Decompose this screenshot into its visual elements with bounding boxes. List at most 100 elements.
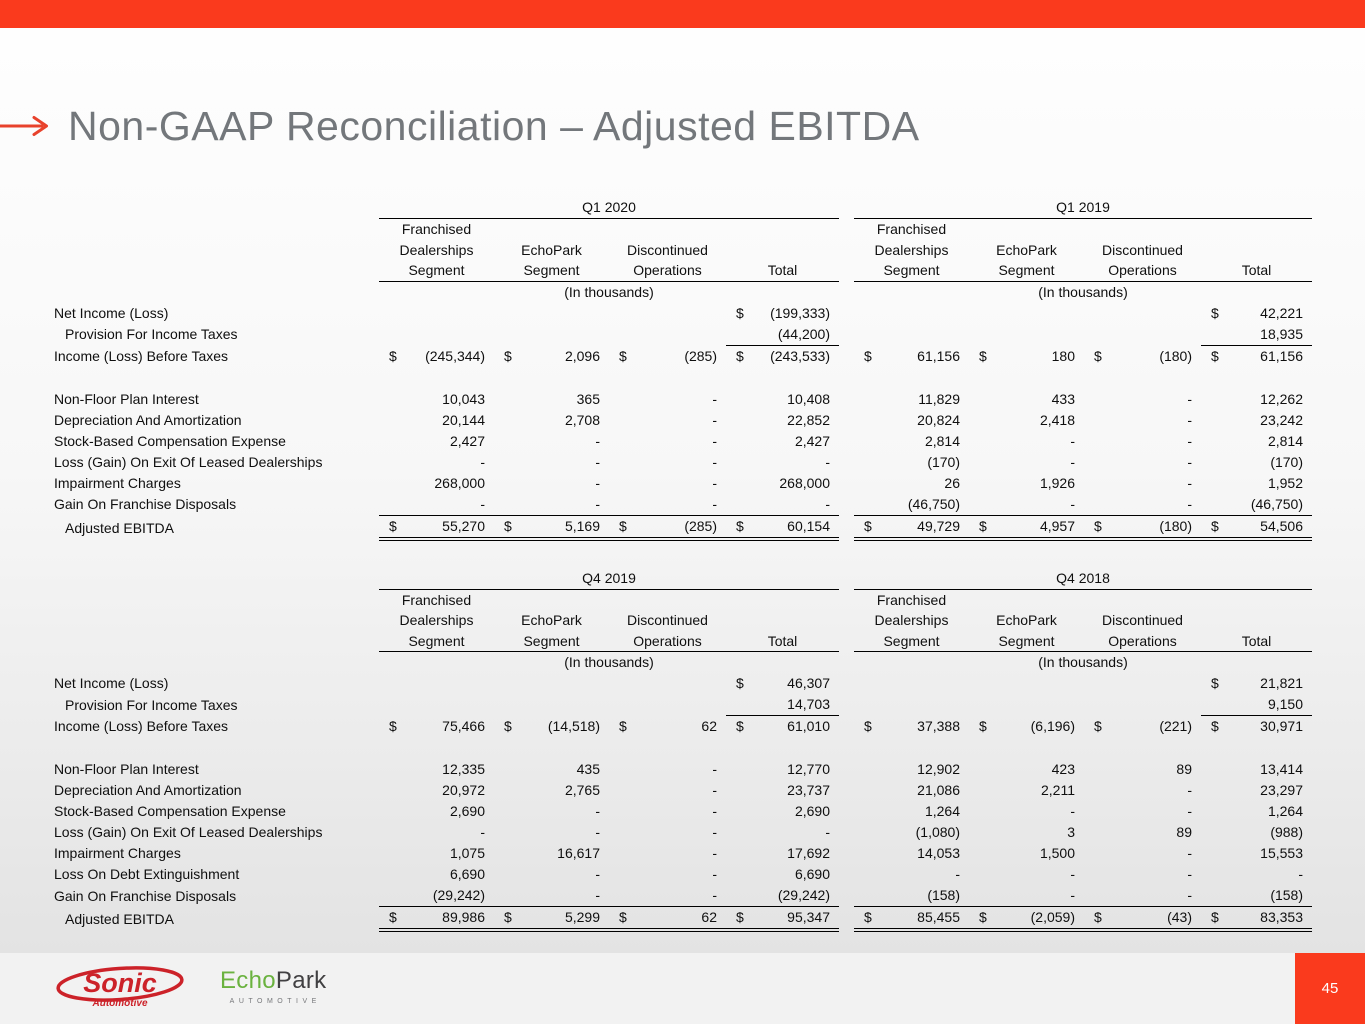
table-cell (854, 673, 969, 694)
cell-value: - (825, 453, 830, 470)
table-cell: $180 (969, 345, 1084, 367)
segment-header-line: Operations (633, 632, 702, 649)
cell-value: 1,264 (924, 803, 960, 819)
cell-content: 23,242 (1201, 410, 1312, 431)
cell-content: - (609, 843, 726, 864)
cell-value: 22,852 (787, 411, 830, 428)
segment-header-line: Total (767, 632, 798, 649)
cell-value: (170) (1270, 453, 1303, 470)
table-cell: - (609, 885, 726, 907)
table-cell: 2,765 (494, 780, 609, 801)
row-label: Adjusted EBITDA (65, 519, 174, 536)
table-row: Provision For Income Taxes (44,200) 18,935 (54, 323, 1312, 346)
cell-content: 423 (969, 759, 1084, 780)
cell-content: - (1201, 864, 1312, 885)
table-cell: 423 (969, 759, 1084, 780)
page-number-box: 45 (1295, 953, 1365, 1024)
cell-content: 14,053 (854, 843, 969, 864)
table-cell: 23,297 (1201, 780, 1312, 801)
table-cell: $ (243,533) (726, 345, 839, 367)
cell-value: 30,971 (1260, 718, 1303, 734)
cell-value: 435 (576, 761, 600, 777)
table-cell: $ (285) (609, 345, 726, 367)
table-cell (854, 303, 969, 324)
cell-content: - (609, 389, 726, 410)
table-cell: $ (43) (1084, 906, 1201, 932)
cell-value: 89 (1176, 761, 1192, 777)
group-gap (839, 885, 854, 907)
cell-content: $89,986 (379, 907, 494, 928)
currency-symbol: $ (1211, 909, 1219, 925)
cell-value: 4,957 (1039, 517, 1075, 534)
group-gap (839, 864, 854, 885)
segment-header: Franchised Dealerships Segment (854, 218, 969, 282)
cell-value: 49,729 (917, 517, 960, 534)
cell-value: 23,737 (787, 782, 830, 798)
row-label-spacer (54, 196, 379, 219)
cell-value: - (1187, 474, 1192, 491)
cell-content: 23,737 (726, 780, 839, 801)
table-cell: 12,335 (379, 759, 494, 780)
cell-value: 89,986 (442, 909, 485, 925)
cell-value: - (1187, 845, 1192, 861)
cell-content: 1,926 (969, 473, 1084, 494)
cell-content: 12,335 (379, 759, 494, 780)
cell-content: 18,935 (1201, 324, 1312, 345)
cell-value: - (1070, 887, 1075, 903)
cell-content: $ (243,533) (726, 346, 839, 367)
spacer-cell (54, 367, 1312, 389)
table-cell: 20,144 (379, 410, 494, 431)
cell-content: (158) (854, 885, 969, 906)
table-cell: $ (6,196) (969, 716, 1084, 738)
table-cell: $85,455 (854, 906, 969, 932)
table-cell (494, 324, 609, 346)
table-cell (854, 324, 969, 346)
cell-content: 26 (854, 473, 969, 494)
table-cell: $42,221 (1201, 303, 1312, 324)
currency-symbol: $ (864, 517, 872, 534)
cell-value: - (1187, 803, 1192, 819)
segment-header-line: Operations (1108, 632, 1177, 649)
cell-content: (158) (1201, 885, 1312, 906)
footer: Sonic Automotive EchoPark AUTOMOTIVE 45 (0, 953, 1365, 1024)
cell-value: - (712, 803, 717, 819)
segment-header-row: Franchised Dealerships Segment EchoPark Segm… (54, 589, 1312, 652)
echopark-automotive-logo: EchoPark AUTOMOTIVE (220, 968, 326, 1006)
sonic-logo-text: Sonic (83, 968, 157, 998)
currency-symbol: $ (504, 909, 512, 925)
cell-content: - (1084, 431, 1201, 452)
cell-value: - (1187, 866, 1192, 882)
slide-body: Non-GAAP Reconciliation – Adjusted EBITD… (0, 28, 1365, 953)
table-cell: 1,926 (969, 473, 1084, 494)
segment-header-line: EchoPark (521, 612, 582, 628)
table-cell: - (609, 780, 726, 801)
segment-header-line: Segment (998, 262, 1055, 278)
cell-value: - (712, 411, 717, 428)
cell-content: (170) (854, 452, 969, 473)
cell-content: - (969, 431, 1084, 452)
row-label: Gain On Franchise Disposals (54, 496, 237, 512)
cell-content: $60,154 (726, 516, 839, 537)
table-cell (854, 694, 969, 716)
currency-symbol: $ (1211, 304, 1219, 321)
cell-value: 12,770 (787, 761, 830, 777)
group-gap (839, 694, 854, 716)
table-cell: 22,852 (726, 410, 839, 431)
table-row: Non-Floor Plan Interest 12,335 435 - 12,770 1… (54, 759, 1312, 780)
units-note: (In thousands) (1038, 654, 1128, 670)
table-cell: $55,270 (379, 515, 494, 541)
group-gap (839, 716, 854, 738)
row-label-spacer (54, 567, 379, 590)
table-cell: $ (245,344) (379, 345, 494, 367)
table-cell: 6,690 (726, 864, 839, 885)
table-cell (609, 324, 726, 346)
table-cell: 21,086 (854, 780, 969, 801)
cell-value: 21,086 (917, 782, 960, 798)
table-cell: $ (14,518) (494, 716, 609, 738)
cell-value: 11,829 (918, 390, 960, 407)
cell-value: - (1187, 453, 1192, 470)
currency-symbol: $ (504, 718, 512, 734)
currency-symbol: $ (1211, 718, 1219, 734)
table-cell: - (609, 452, 726, 473)
row-label: Non-Floor Plan Interest (54, 761, 199, 777)
